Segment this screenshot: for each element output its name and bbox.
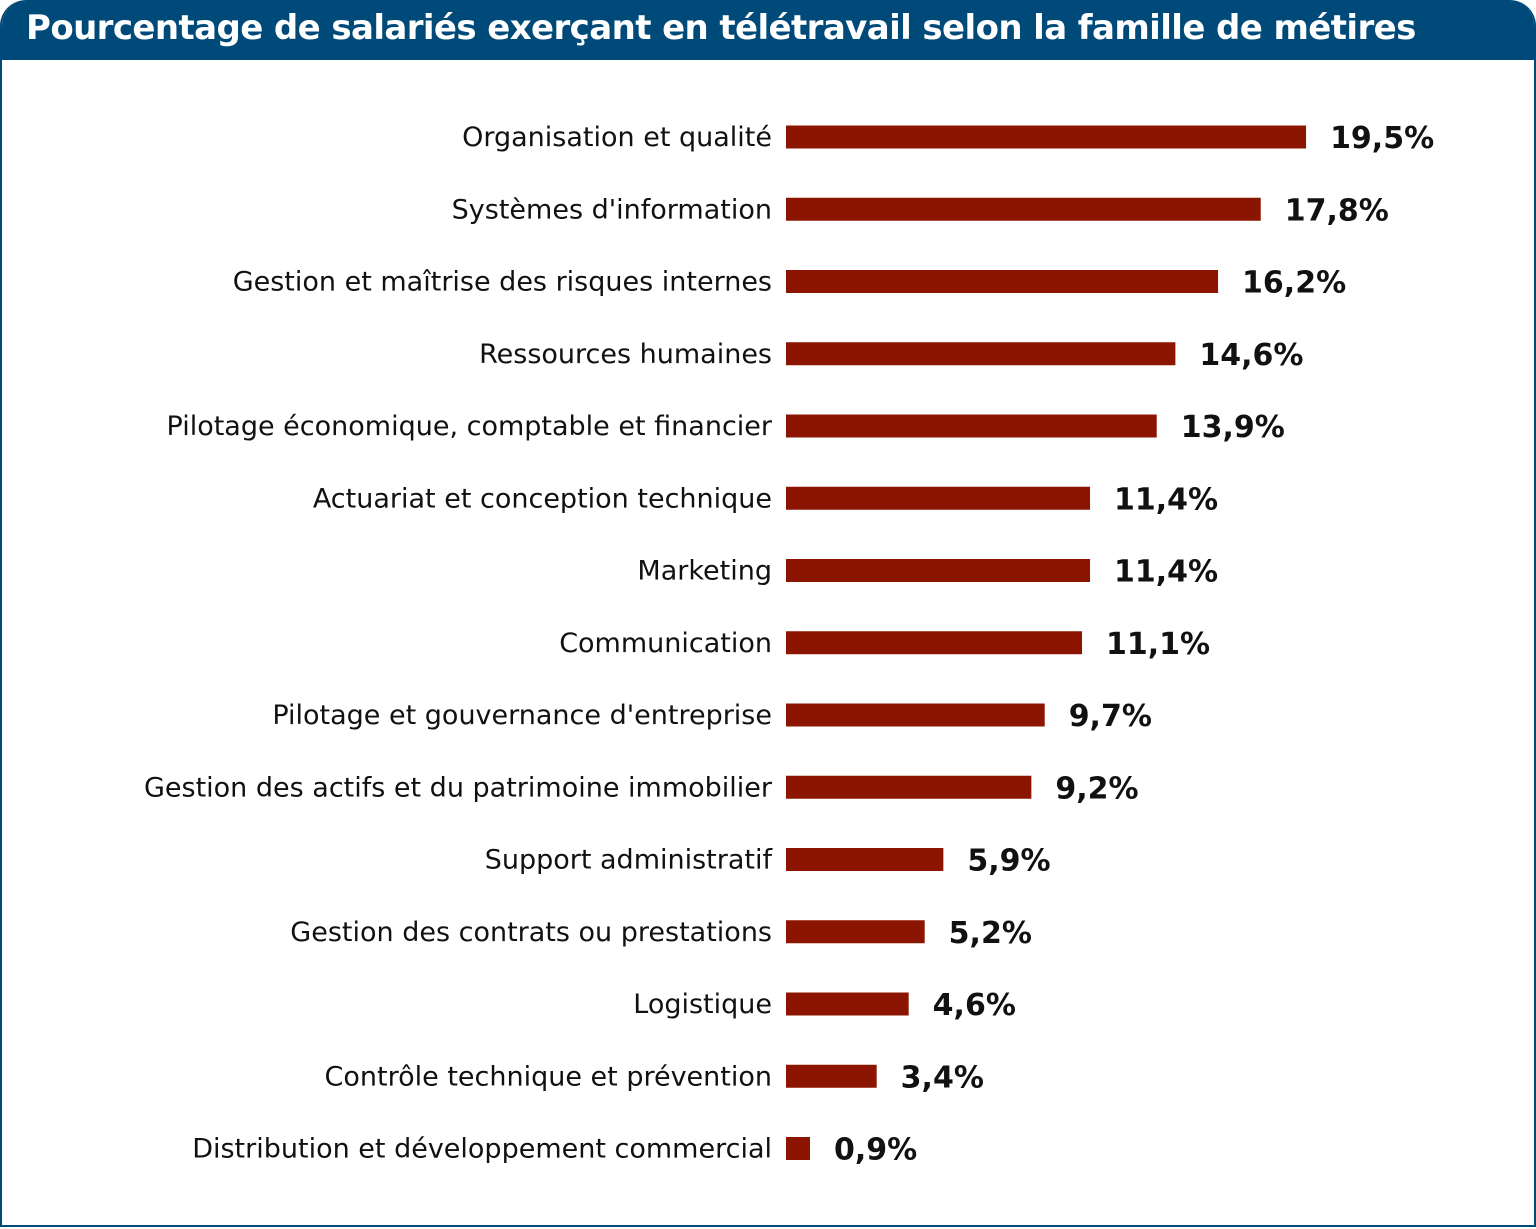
- bar: [786, 848, 944, 871]
- bar: [786, 197, 1261, 221]
- bar: [786, 414, 1157, 438]
- category-label: Communication: [559, 628, 772, 659]
- bar: [786, 486, 1091, 510]
- bar: [786, 1064, 877, 1088]
- value-label: 5,2%: [949, 916, 1032, 951]
- category-label: Organisation et qualité: [462, 122, 772, 153]
- value-label: 0,9%: [834, 1133, 917, 1168]
- value-label: 14,6%: [1199, 338, 1303, 373]
- category-label: Actuariat et conception technique: [313, 483, 772, 514]
- category-label: Pilotage économique, comptable et financ…: [167, 411, 773, 442]
- category-label: Systèmes d'information: [452, 194, 772, 225]
- category-label: Ressources humaines: [479, 339, 772, 370]
- value-label: 19,5%: [1330, 121, 1434, 156]
- category-label: Logistique: [633, 989, 772, 1020]
- value-label: 3,4%: [901, 1060, 984, 1095]
- value-label: 13,9%: [1181, 410, 1285, 445]
- value-label: 11,4%: [1114, 482, 1218, 517]
- value-label: 11,1%: [1106, 627, 1210, 662]
- value-label: 4,6%: [933, 988, 1016, 1023]
- category-label: Marketing: [637, 556, 772, 587]
- value-label: 9,7%: [1069, 699, 1152, 734]
- category-label: Contrôle technique et prévention: [325, 1061, 772, 1092]
- category-label: Gestion et maîtrise des risques internes: [233, 267, 772, 298]
- bar: [786, 920, 925, 944]
- bar: [786, 270, 1219, 293]
- bar: [786, 125, 1307, 149]
- chart-title: Pourcentage de salariés exerçant en télé…: [26, 8, 1416, 48]
- category-label: Pilotage et gouvernance d'entreprise: [272, 700, 772, 731]
- value-label: 17,8%: [1285, 193, 1389, 228]
- bar: [786, 992, 909, 1016]
- value-label: 16,2%: [1242, 266, 1346, 301]
- category-label: Distribution et développement commercial: [192, 1134, 772, 1165]
- bar: [786, 775, 1032, 799]
- bar: [786, 559, 1091, 582]
- value-label: 11,4%: [1114, 555, 1218, 590]
- category-label: Support administratif: [485, 845, 774, 876]
- category-label: Gestion des actifs et du patrimoine immo…: [144, 772, 773, 803]
- category-label: Gestion des contrats ou prestations: [290, 917, 772, 948]
- value-label: 9,2%: [1055, 771, 1138, 806]
- bar: [786, 342, 1176, 366]
- bar: [786, 631, 1083, 655]
- bar: [786, 1137, 811, 1160]
- bar: [786, 703, 1045, 727]
- value-label: 5,9%: [967, 844, 1050, 879]
- title-bar: Pourcentage de salariés exerçant en télé…: [2, 0, 1534, 60]
